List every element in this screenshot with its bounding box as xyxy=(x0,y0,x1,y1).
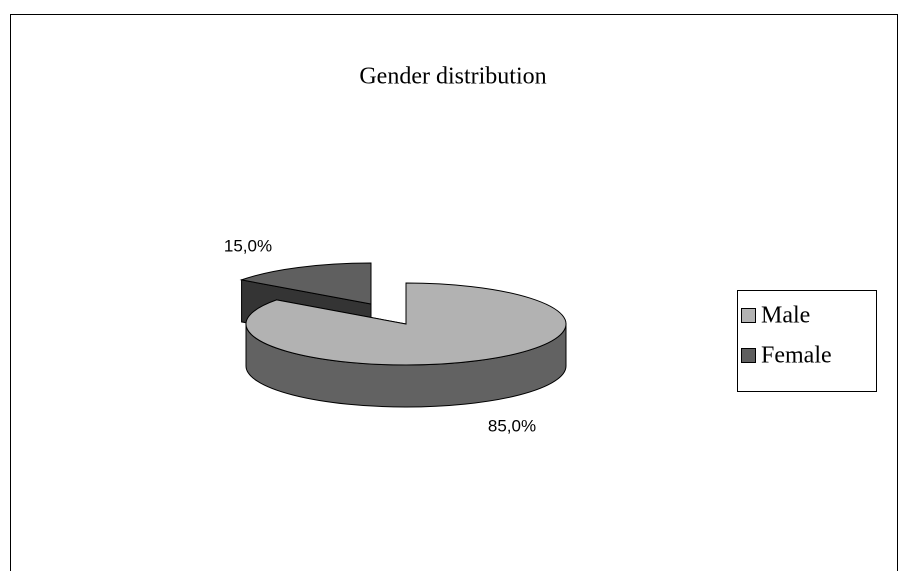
legend-label: Male xyxy=(761,303,810,329)
data-label: 85,0% xyxy=(488,416,536,435)
pie-slice xyxy=(239,262,372,305)
legend-box xyxy=(737,290,877,392)
legend-swatch xyxy=(741,348,756,363)
chart-title: Gender distribution xyxy=(359,64,546,90)
legend-swatch xyxy=(741,308,756,323)
data-label: 15,0% xyxy=(224,236,272,255)
pie: 85,0% 15,0% xyxy=(224,236,567,435)
legend-label: Female xyxy=(761,343,832,369)
pie-slice xyxy=(245,282,567,366)
legend: Male Female xyxy=(741,303,832,369)
